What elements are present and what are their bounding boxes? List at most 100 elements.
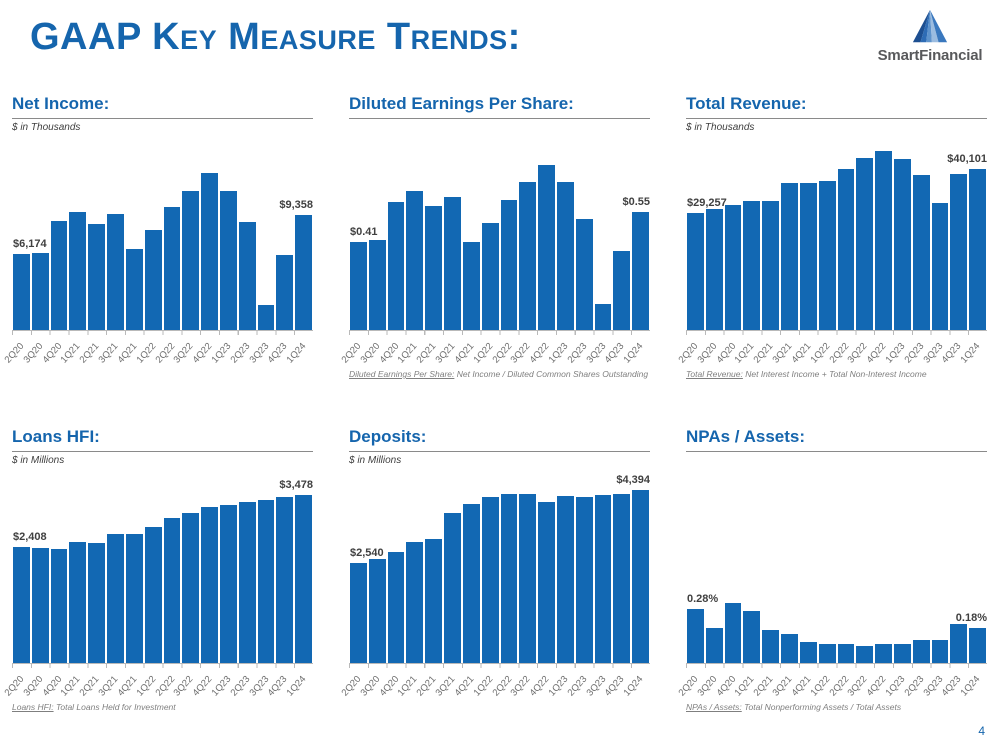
bar-4Q22 (538, 165, 555, 330)
x-axis-label: 1Q24 (621, 673, 646, 699)
bar-3Q23 (594, 304, 612, 330)
bar-2Q22 (837, 169, 855, 330)
plot-area: $0.41 $0.55 (349, 144, 650, 331)
bar-4Q21 (462, 504, 480, 663)
bar-3Q20 (368, 240, 386, 330)
bar-1Q24 (295, 215, 312, 330)
bar-3Q20 (31, 253, 49, 330)
bar-2Q21 (762, 201, 780, 330)
last-value-label: $3,478 (279, 479, 313, 491)
first-value-label: $2,540 (350, 547, 384, 559)
bar-4Q20 (724, 603, 742, 663)
x-axis-labels: 2Q20 3Q20 4Q20 1Q21 2Q21 3Q21 4Q21 1Q22 2Q22 3Q22… (3, 668, 313, 700)
x-axis-label: 1Q24 (621, 340, 646, 366)
bar-2Q23 (575, 497, 593, 663)
x-axis-labels: 2Q20 3Q20 4Q20 1Q21 2Q21 3Q21 4Q21 1Q22 2Q22 3Q22… (340, 335, 650, 367)
bar-3Q21 (781, 634, 798, 663)
bar-2Q21 (88, 543, 106, 663)
plot-area: $6,174 $9,358 (12, 144, 313, 331)
x-axis-label: 1Q24 (958, 673, 983, 699)
bar-3Q22 (182, 513, 200, 663)
bar-2Q23 (238, 222, 256, 330)
bar-2Q21 (425, 206, 443, 330)
bar-3Q20 (705, 628, 723, 663)
bar-3Q21 (444, 197, 461, 330)
chart-net-income: Net Income: $ in Thousands $6,174 $9,358… (3, 94, 313, 381)
bar-2Q23 (912, 640, 930, 663)
last-value-label: $9,358 (279, 199, 313, 211)
bar-3Q22 (519, 494, 537, 663)
chart-footnote (12, 369, 313, 381)
bar-4Q22 (538, 502, 555, 663)
last-value-label: $0.55 (622, 196, 650, 208)
bar-4Q23 (276, 497, 294, 663)
bar-4Q22 (875, 151, 892, 330)
bar-2Q21 (88, 224, 106, 330)
first-value-label: $2,408 (13, 531, 47, 543)
axis-ticks (349, 331, 650, 335)
x-axis-label: 1Q24 (284, 340, 309, 366)
bar-1Q21 (406, 542, 424, 663)
bar-4Q23 (950, 624, 968, 663)
last-value-label: $40,101 (947, 153, 987, 165)
bar-3Q21 (444, 513, 461, 663)
axis-ticks (12, 664, 313, 668)
first-value-label: $6,174 (13, 238, 47, 250)
bar-3Q21 (107, 214, 124, 330)
bar-1Q24 (632, 212, 649, 330)
chart-title: NPAs / Assets: (686, 427, 987, 452)
bar-4Q22 (201, 173, 218, 330)
chart-subtitle: $ in Millions (12, 455, 65, 466)
bar-3Q20 (705, 209, 723, 330)
bar-1Q21 (406, 191, 424, 330)
bar-3Q22 (856, 646, 874, 663)
chart-title: Diluted Earnings Per Share: (349, 94, 650, 119)
last-value-label: 0.18% (955, 612, 987, 624)
bar-2Q20 (687, 609, 704, 663)
bar-2Q23 (912, 175, 930, 330)
bar-3Q22 (856, 158, 874, 330)
bar-1Q23 (556, 496, 574, 663)
chart-title: Loans HFI: (12, 427, 313, 452)
bar-4Q21 (799, 183, 817, 330)
chart-npas-assets: NPAs / Assets: 0.28% 0.18% 2Q20 3Q20 4Q20 1… (677, 427, 987, 714)
bar-1Q24 (969, 628, 986, 663)
bar-4Q23 (950, 174, 968, 330)
bar-4Q22 (201, 507, 218, 663)
bar-3Q23 (931, 640, 949, 663)
bar-1Q22 (818, 644, 836, 663)
bar-1Q23 (219, 505, 237, 663)
plot-area: 0.28% 0.18% (686, 477, 987, 664)
bar-1Q22 (481, 497, 499, 663)
chart-footnote: Diluted Earnings Per Share: Net Income /… (349, 369, 649, 379)
bar-4Q22 (875, 644, 892, 663)
logo-text: SmartFinancial (877, 47, 983, 64)
x-axis-labels: 2Q20 3Q20 4Q20 1Q21 2Q21 3Q21 4Q21 1Q22 2Q22 3Q22… (340, 668, 650, 700)
bar-2Q20 (13, 254, 30, 330)
bar-4Q23 (613, 251, 631, 330)
bar-3Q21 (107, 534, 124, 663)
bar-3Q22 (519, 182, 537, 330)
bar-1Q21 (69, 542, 87, 663)
bar-4Q21 (125, 249, 143, 330)
first-value-label: $0.41 (350, 226, 378, 238)
chart-footnote: Loans HFI: Total Loans Held for Investme… (12, 702, 176, 712)
bar-1Q24 (632, 490, 649, 663)
plot-area: $2,408 $3,478 (12, 477, 313, 664)
bar-3Q21 (781, 183, 798, 330)
bar-3Q22 (182, 191, 200, 330)
bar-4Q20 (387, 202, 405, 330)
bar-1Q21 (743, 201, 761, 330)
chart-diluted-eps: Diluted Earnings Per Share: $0.41 $0.55 … (340, 94, 650, 381)
x-axis-labels: 2Q20 3Q20 4Q20 1Q21 2Q21 3Q21 4Q21 1Q22 2Q22 3Q22… (677, 335, 987, 367)
x-axis-label: 1Q24 (284, 673, 309, 699)
bar-2Q20 (350, 242, 367, 330)
bar-4Q20 (387, 552, 405, 663)
bar-2Q20 (687, 213, 704, 330)
bar-2Q21 (425, 539, 443, 663)
bar-1Q23 (893, 159, 911, 330)
bar-2Q22 (163, 207, 181, 330)
bar-3Q23 (257, 305, 275, 330)
bar-2Q20 (13, 547, 30, 663)
chart-subtitle (686, 452, 987, 477)
